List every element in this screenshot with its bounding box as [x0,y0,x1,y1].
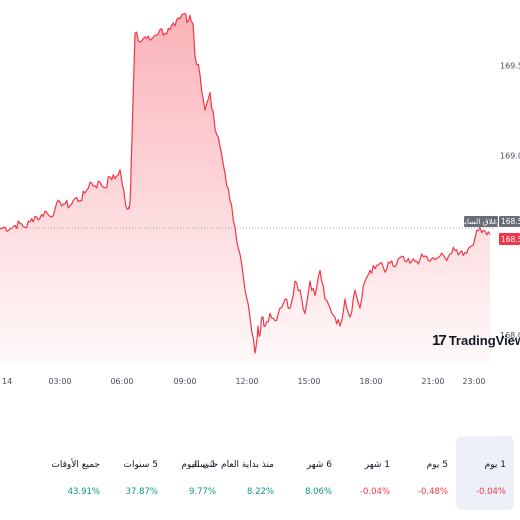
price-line [0,12,491,354]
previous-close-tag-bg [499,215,520,227]
tradingview-logo-mark: 17 [432,331,447,349]
period-label: 6 شهر [306,460,332,470]
previous-close-label-bg [464,215,498,227]
period-5[interactable]: 1 سنة 9.77% [166,436,224,510]
period-change: 37.87% [125,487,158,497]
tradingview-logo-text: TradingView [448,332,520,348]
period-change: 8.22% [246,487,274,497]
performance-periods: 1 يوم -0.04% 5 يوم -0.48% 1 شهر -0.04% 6 شهر 8.… [0,436,520,510]
chart-svg: 169.500169.000168.000الإغلاق السابق168.5… [0,12,520,386]
last-price-value: 168.525 [501,235,520,244]
period-label: منذ بداية العام حتى اليوم [181,460,274,470]
period-change: 43.91% [67,487,100,497]
last-price-tag-bg [499,232,520,245]
period-label: جميع الأوقات [51,460,100,470]
price-chart[interactable]: 169.500169.000168.000الإغلاق السابق168.5… [0,0,520,392]
period-7[interactable]: جميع الأوقات 43.91% [50,436,108,510]
period-change: -0.04% [359,487,390,497]
period-change: 8.06% [304,487,332,497]
x-tick-label: 14 [2,377,12,386]
period-label: 1 سنة [192,460,216,470]
period-label: 5 يوم [426,460,448,470]
period-change: 9.77% [188,487,216,497]
period-label: 1 يوم [484,460,506,470]
period-3[interactable]: 6 شهر 8.06% [282,436,340,510]
previous-close-value: 168.596 [501,217,520,226]
y-tick-label: 169.500 [500,62,520,71]
x-tick-label: 09:00 [173,377,196,386]
y-tick-label: 169.000 [500,151,520,160]
period-label: 1 شهر [364,460,390,470]
period-0[interactable]: 1 يوم -0.04% [456,436,514,510]
x-tick-label: 18:00 [359,377,382,386]
period-change: -0.04% [475,487,506,497]
previous-close-label: الإغلاق السابق [459,217,504,226]
price-area [0,13,490,363]
x-tick-label: 12:00 [235,377,258,386]
x-tick-label: 21:00 [421,377,444,386]
period-1[interactable]: 5 يوم -0.48% [398,436,456,510]
period-4[interactable]: منذ بداية العام حتى اليوم 8.22% [181,436,282,510]
x-tick-label: 03:00 [48,377,71,386]
period-2[interactable]: 1 شهر -0.04% [340,436,398,510]
x-tick-label: 06:00 [110,377,133,386]
x-tick-label: 23:00 [462,377,485,386]
period-change: -0.48% [417,487,448,497]
y-tick-label: 168.000 [500,331,520,340]
period-6[interactable]: 5 سنوات 37.87% [108,436,166,510]
period-label: 5 سنوات [123,460,158,470]
x-tick-label: 15:00 [297,377,320,386]
tradingview-logo[interactable]: 17 TradingView [432,331,520,349]
